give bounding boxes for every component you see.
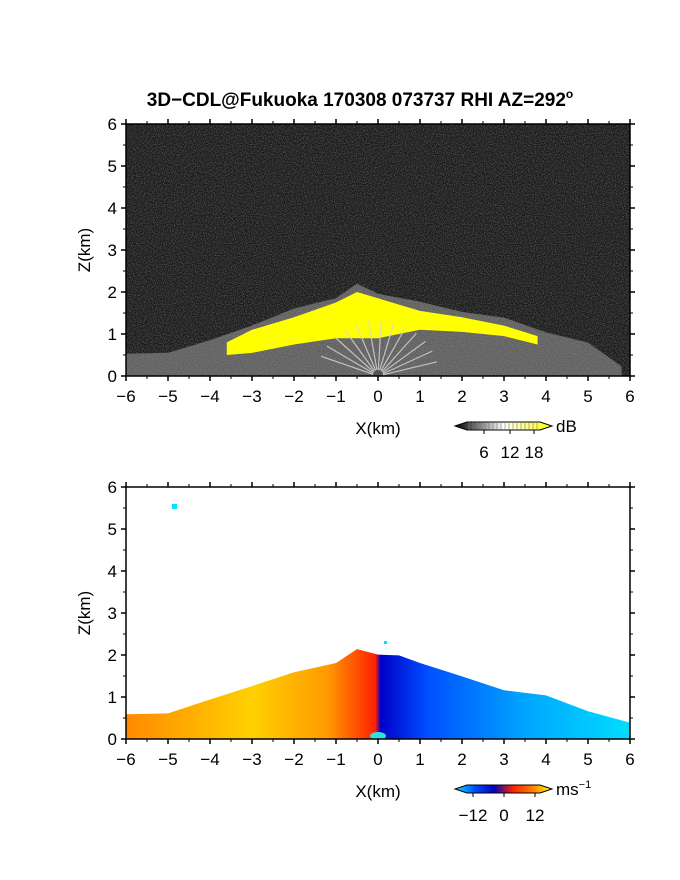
reflectivity-x-tick-label: 1 — [415, 387, 424, 406]
velocity-y-tick-label: 1 — [108, 688, 117, 707]
reflectivity-x-tick-label: −1 — [326, 387, 345, 406]
velocity-x-tick-label: 4 — [541, 750, 550, 769]
reflectivity-x-tick-label: −2 — [284, 387, 303, 406]
velocity-echo-region — [126, 649, 630, 739]
velocity-y-tick-label: 2 — [108, 646, 117, 665]
velocity-x-tick-label: 5 — [583, 750, 592, 769]
clutter-ray — [377, 361, 437, 376]
velocity-y-axis-label: Z(km) — [75, 591, 94, 635]
velocity-colorbar-bar — [453, 784, 554, 794]
velocity-x-tick-label: −5 — [158, 750, 177, 769]
clutter-ray — [377, 341, 426, 376]
velocity-x-tick-label: 0 — [373, 750, 382, 769]
velocity-y-tick-label: 0 — [108, 730, 117, 749]
reflectivity-x-tick-label: −3 — [242, 387, 261, 406]
velocity-colorbar-unit: ms−1 — [556, 779, 591, 799]
clutter-ray — [377, 350, 433, 376]
reflectivity-y-tick-label: 5 — [108, 157, 117, 176]
reflectivity-x-tick-label: −4 — [200, 387, 219, 406]
velocity-x-tick-label: −6 — [116, 750, 135, 769]
clutter-ray — [334, 336, 379, 376]
velocity-colorbar-tick-label: −12 — [459, 806, 488, 825]
clutter-ray — [344, 329, 379, 376]
velocity-colorbar-tick-label: 12 — [526, 806, 545, 825]
reflectivity-strong-echo-region — [226, 292, 538, 355]
reflectivity-x-tick-label: 4 — [541, 387, 550, 406]
reflectivity-y-tick-label: 6 — [108, 115, 117, 134]
velocity-x-tick-label: −2 — [284, 750, 303, 769]
clutter-ray — [377, 326, 407, 376]
clutter-ray — [377, 322, 395, 376]
velocity-y-tick-label: 4 — [108, 562, 117, 581]
velocity-isolated-echo — [172, 504, 177, 509]
reflectivity-x-tick-label: 2 — [457, 387, 466, 406]
title-degree-superscript: o — [566, 87, 573, 101]
reflectivity-colorbar-tick-label: 6 — [479, 443, 488, 462]
velocity-colorbar: ms−1 −12 0 12 — [453, 779, 591, 825]
reflectivity-x-tick-label: 0 — [373, 387, 382, 406]
reflectivity-colorbar-tick-label: 12 — [501, 443, 520, 462]
reflectivity-x-tick-label: 3 — [499, 387, 508, 406]
velocity-x-tick-label: 2 — [457, 750, 466, 769]
reflectivity-clutter-rays — [320, 321, 437, 376]
reflectivity-y-tick-label: 4 — [108, 199, 117, 218]
clutter-ray — [320, 355, 379, 376]
reflectivity-x-tick-label: −5 — [158, 387, 177, 406]
velocity-near-radar-echo — [370, 732, 386, 739]
radar-site-marker — [373, 369, 383, 376]
reflectivity-colorbar-bar — [453, 421, 554, 431]
reflectivity-colorbar: dB 6 12 18 — [453, 417, 577, 462]
velocity-x-tick-label: −3 — [242, 750, 261, 769]
reflectivity-x-tick-label: 6 — [625, 387, 634, 406]
reflectivity-y-tick-label: 0 — [108, 367, 117, 386]
clutter-ray — [326, 345, 379, 376]
velocity-x-tick-label: 3 — [499, 750, 508, 769]
clutter-ray — [377, 321, 382, 376]
velocity-x-tick-label: 6 — [625, 750, 634, 769]
velocity-x-tick-label: 1 — [415, 750, 424, 769]
velocity-axes: −6 −5 −4 −3 −2 −1 0 1 2 3 4 5 6 0 1 2 3 4 5 6 — [108, 478, 635, 769]
reflectivity-x-tick-label: 5 — [583, 387, 592, 406]
velocity-x-tick-label: −4 — [200, 750, 219, 769]
velocity-x-axis-label: X(km) — [355, 782, 400, 801]
clutter-ray — [367, 321, 379, 376]
reflectivity-y-tick-label: 1 — [108, 325, 117, 344]
reflectivity-x-axis-label: X(km) — [355, 419, 400, 438]
chart-title: 3D−CDL@Fukuoka 170308 073737 RHI AZ=292o — [147, 87, 574, 111]
clutter-ray — [377, 333, 417, 376]
reflectivity-y-tick-label: 3 — [108, 241, 117, 260]
velocity-x-tick-label: −1 — [326, 750, 345, 769]
reflectivity-y-tick-label: 2 — [108, 283, 117, 302]
velocity-colorbar-tick-label: 0 — [499, 806, 508, 825]
reflectivity-y-axis-label: Z(km) — [75, 228, 94, 272]
velocity-isolated-echo-small — [384, 641, 387, 644]
velocity-y-tick-label: 5 — [108, 520, 117, 539]
reflectivity-x-tick-label: −6 — [116, 387, 135, 406]
reflectivity-axes: −6 −5 −4 −3 −2 −1 0 1 2 3 4 5 6 0 1 2 3 4 5 6 — [108, 115, 635, 406]
velocity-y-tick-label: 6 — [108, 478, 117, 497]
reflectivity-colorbar-tick-label: 18 — [525, 443, 544, 462]
velocity-y-tick-label: 3 — [108, 604, 117, 623]
reflectivity-colorbar-unit: dB — [556, 417, 577, 436]
clutter-ray — [355, 324, 379, 376]
